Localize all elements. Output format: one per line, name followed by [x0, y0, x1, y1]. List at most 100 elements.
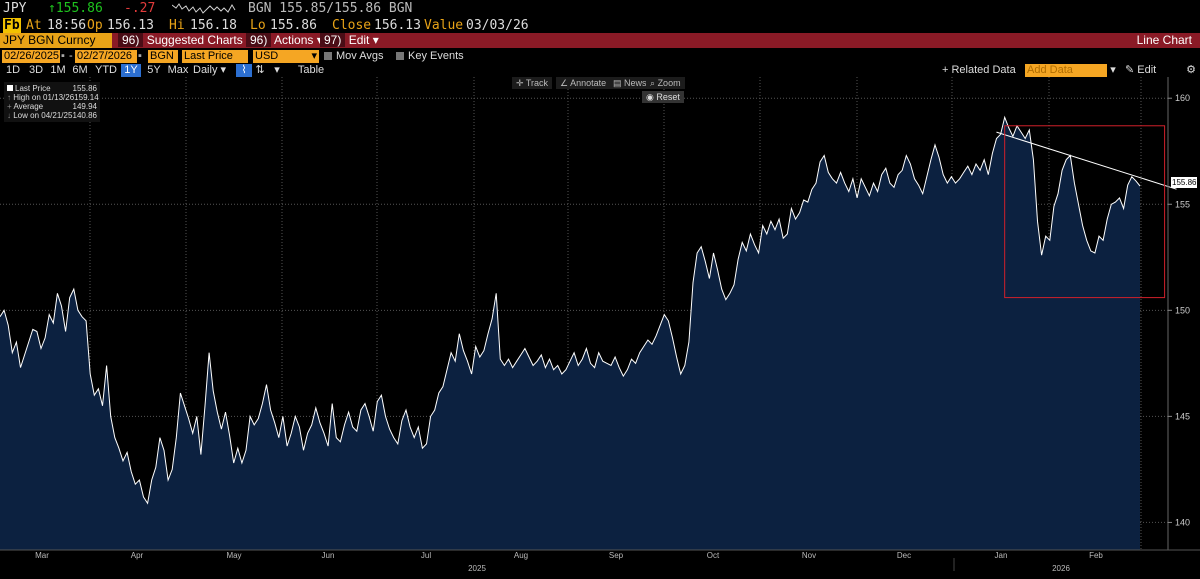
news-tool[interactable]: ▤ News [609, 77, 651, 89]
year-label: 2025 [468, 564, 486, 573]
related-data-button[interactable]: + Related Data ▾ [942, 64, 1018, 89]
x-tick-label: Jan [995, 551, 1008, 560]
x-tick-label: Mar [35, 551, 49, 560]
bar-style-icon[interactable]: ⇅ [255, 64, 265, 76]
suggested-charts-menu[interactable]: 96) Suggested Charts ▾ [118, 33, 252, 48]
x-axis: Mar Apr May Jun Jul Aug Sep Oct Nov Dec Jan Feb 2025… [35, 551, 1103, 573]
function-key[interactable]: Fb [3, 18, 21, 33]
chevron-down-icon[interactable]: ▾ [274, 64, 280, 76]
calendar-icon[interactable]: ▪ [61, 50, 65, 62]
annotate-tool[interactable]: ∠ Annotate [556, 77, 611, 89]
chart-legend: Last Price 155.86 ↑ High on 01/13/26 159.… [4, 82, 100, 122]
range-button-ytd[interactable]: YTD [95, 64, 117, 76]
price-area [0, 117, 1140, 551]
grid [0, 77, 1168, 550]
actions-label: Actions [274, 33, 314, 47]
x-tick-label: Sep [609, 551, 624, 560]
mov-avgs-label: Mov Avgs [336, 50, 384, 62]
legend-avg-value: 149.94 [72, 102, 97, 111]
y-tick-label: 155 [1175, 199, 1190, 209]
dropdown-icon: ▾ [372, 33, 379, 47]
add-data-input[interactable]: Add Data [1025, 64, 1107, 77]
range-button-3d[interactable]: 3D [28, 64, 44, 76]
field-input[interactable]: Last Price [182, 50, 248, 63]
y-tick-label: 140 [1175, 517, 1190, 527]
x-tick-label: Aug [514, 551, 528, 560]
year-label: 2026 [1052, 564, 1070, 573]
zoom-tool[interactable]: ⌕ Zoom [646, 77, 685, 89]
price-line [0, 115, 1141, 505]
zoom-icon: ⌕ [650, 78, 656, 88]
edit-num: 97) [320, 33, 346, 47]
zoom-label: Zoom [657, 78, 681, 88]
chevron-down-icon[interactable]: ▾ [1110, 64, 1116, 76]
range-button-1m[interactable]: 1M [50, 64, 66, 76]
annotate-icon: ∠ [560, 78, 569, 88]
edit-menu[interactable]: 97) Edit ▾ [320, 33, 379, 48]
op-label: Op [87, 18, 103, 33]
legend-row: ↓ Low on 04/21/25 140.86 [7, 111, 97, 120]
trend-line[interactable] [996, 131, 1177, 190]
reset-icon: ◉ [646, 92, 654, 102]
end-date-input[interactable]: 02/27/2026 [75, 50, 137, 63]
price-chart[interactable]: 160 155 150 145 140 Mar Apr May Jun Jul Aug Sep Oct… [0, 77, 1200, 579]
range-button-max[interactable]: Max [167, 64, 189, 76]
y-tick-label: 145 [1175, 411, 1190, 421]
legend-title-row: Last Price 155.86 [7, 84, 97, 93]
x-tick-label: May [226, 551, 241, 560]
value-date: 03/03/26 [466, 18, 529, 33]
annotate-label: Annotate [570, 78, 607, 88]
calendar-icon[interactable]: ▪ [138, 50, 142, 62]
checkbox-icon [396, 52, 404, 60]
legend-high-label: High on 01/13/26 [13, 93, 75, 102]
start-date-input[interactable]: 02/26/2025 [2, 50, 60, 63]
reset-button[interactable]: ◉ Reset [642, 91, 684, 103]
line-chart-icon[interactable]: ⌇ [236, 64, 252, 77]
value-label: Value [424, 18, 464, 33]
track-tool[interactable]: ✛ Track [512, 77, 553, 89]
currency-select[interactable]: USD ▾ [253, 50, 319, 63]
table-button[interactable]: Table [297, 64, 325, 76]
actions-num: 96) [246, 33, 272, 47]
x-tick-label: Feb [1089, 551, 1103, 560]
y-axis: 160 155 150 145 140 [1168, 93, 1190, 527]
key-events-toggle[interactable]: Key Events [396, 50, 464, 63]
settings-gear-icon[interactable]: ⚙ [1186, 64, 1196, 76]
x-tick-label: Jul [421, 551, 431, 560]
source-input[interactable]: BGN [148, 50, 178, 63]
ticker: JPY [3, 1, 27, 16]
dropdown-icon: ▾ [317, 33, 323, 47]
edit-chart-button[interactable]: ✎ Edit Chart [1125, 64, 1183, 89]
related-data-label: + Related Data [942, 64, 1016, 76]
chevron-down-icon: ▾ [311, 50, 317, 62]
reset-label: Reset [656, 92, 680, 102]
range-button-1d[interactable]: 1D [5, 64, 21, 76]
track-label: Track [525, 78, 549, 88]
chart-type-label: Line Chart [1136, 33, 1192, 47]
settings-bar: 02/26/2025 ▪ - 02/27/2026 ▪ BGN Last Pri… [2, 50, 464, 63]
legend-avg-label: Average [13, 102, 44, 111]
highlight-box[interactable] [1004, 125, 1166, 299]
lo-value: 155.86 [270, 18, 317, 33]
net-change: -.27 [124, 1, 156, 16]
op-value: 156.13 [107, 18, 154, 33]
range-button-1y[interactable]: 1Y [121, 64, 141, 77]
legend-title-value: 155.86 [72, 84, 97, 93]
x-tick-label: Oct [707, 551, 720, 560]
range-button-5y[interactable]: 5Y [147, 64, 161, 76]
lo-label: Lo [250, 18, 266, 33]
security-field[interactable]: JPY BGN Curncy [0, 33, 112, 48]
legend-swatch [7, 85, 13, 91]
close-label: Close [332, 18, 372, 33]
legend-row: ↑ High on 01/13/26 159.14 [7, 93, 99, 102]
legend-low-value: 140.86 [72, 111, 97, 120]
period-label: Daily [193, 64, 218, 76]
range-button-6m[interactable]: 6M [72, 64, 88, 76]
period-select[interactable]: Daily ▾ [193, 64, 233, 77]
actions-menu[interactable]: 96) Actions ▾ [246, 33, 323, 48]
mov-avgs-toggle[interactable]: Mov Avgs [324, 50, 384, 63]
x-tick-label: Nov [802, 551, 816, 560]
suggested-charts-label: Suggested Charts [146, 33, 243, 47]
bid-ask: BGN 155.85/155.86 BGN [248, 1, 413, 16]
x-tick-label: Jun [322, 551, 335, 560]
